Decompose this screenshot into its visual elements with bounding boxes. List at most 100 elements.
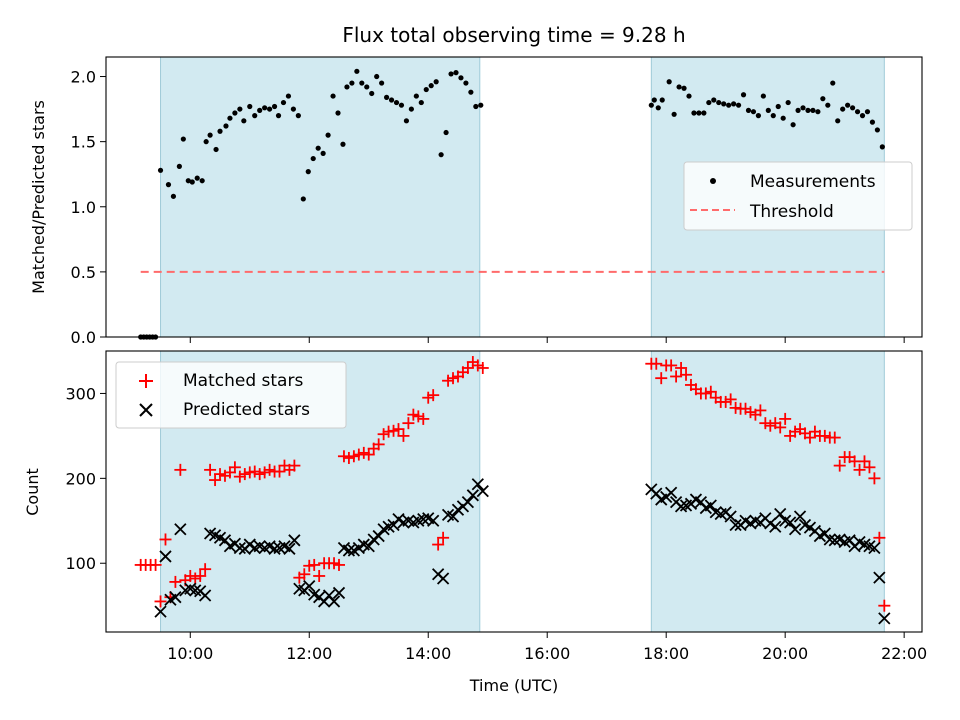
matched-star-point (174, 463, 187, 476)
measurement-point (666, 79, 672, 85)
measurement-point (232, 110, 238, 116)
bottom-panel: 100 200 300 10:00 12:00 14:00 16:00 18:00 20:00… (23, 350, 927, 695)
predicted-star-point (823, 533, 836, 546)
top-axes-frame (105, 56, 923, 338)
measurement-point (874, 127, 880, 133)
measurement-point (849, 105, 856, 111)
measurement-point (790, 122, 796, 128)
measurement-point (262, 105, 268, 111)
matched-star-point (461, 361, 474, 374)
measurement-point (199, 178, 205, 184)
measurement-point (393, 99, 400, 106)
matched-star-point (853, 463, 866, 476)
measurement-point (800, 105, 806, 111)
matched-star-point (764, 419, 777, 432)
top-panel: 0.00.51.01.52.0 Matched/Predicted stars … (29, 56, 923, 347)
predicted-star-point (878, 612, 891, 625)
measurement-point (815, 109, 821, 115)
predicted-star-point (199, 589, 212, 602)
predicted-star-point (169, 591, 182, 604)
measurement-point (189, 179, 195, 185)
legend-predicted-label: Predicted stars (183, 400, 310, 420)
top-y-ticks: 0.0 0.5 1.0 1.5 2.0 (71, 68, 106, 347)
x-tick-label: 18:00 (643, 644, 689, 663)
predicted-star-point (774, 507, 787, 521)
measurement-point (349, 80, 355, 86)
measurement-point (696, 110, 702, 116)
measurement-point (295, 113, 301, 119)
y-tick-label: 0.5 (71, 263, 96, 282)
top-legend: Measurements Threshold (683, 161, 913, 231)
measurement-point (473, 103, 479, 110)
bottom-legend: Matched stars Predicted stars (115, 361, 347, 429)
measurement-point (721, 101, 727, 107)
matched-star-point (828, 431, 841, 444)
measurement-point (290, 106, 296, 112)
matched-star-point (868, 472, 881, 485)
matched-star-point (387, 424, 400, 437)
predicted-star-point (724, 510, 737, 523)
matched-star-point (199, 563, 212, 576)
measurement-point (379, 80, 385, 86)
predicted-star-point (704, 499, 717, 512)
matched-star-point (223, 466, 236, 479)
matched-star-point (313, 569, 326, 582)
predicted-star-point (342, 544, 356, 557)
measurement-point (681, 85, 687, 91)
matched-star-point (263, 463, 276, 476)
measurement-point (659, 97, 665, 103)
matched-star-point (209, 474, 222, 487)
predicted-star-point (283, 542, 296, 555)
measurement-point (403, 118, 410, 124)
measurement-point (825, 102, 831, 108)
matched-star-point (308, 558, 321, 571)
matched-star-point (427, 389, 440, 402)
measurement-point (879, 144, 885, 150)
matched-star-point (437, 531, 450, 544)
measurement-point (706, 99, 712, 106)
matched-star-point (273, 465, 286, 478)
measurement-point (770, 113, 776, 119)
measurement-point (448, 71, 454, 77)
x-tick-label: 22:00 (881, 644, 927, 663)
measurement-point (275, 113, 282, 119)
predicted-star-point (471, 478, 484, 491)
measurement-point (383, 94, 390, 100)
y-tick-label: 1.5 (71, 133, 96, 152)
measurement-point (648, 102, 654, 108)
y-tick-label: 0.0 (71, 328, 96, 347)
measurement-point (320, 150, 326, 156)
measurement-point (845, 102, 851, 108)
legend-measurements-marker (710, 178, 716, 184)
matched-star-point (744, 406, 757, 419)
measurement-point (217, 128, 223, 134)
measurement-point (176, 163, 182, 169)
measurement-point (458, 75, 464, 81)
matched-star-point (154, 595, 167, 608)
measurement-point (433, 79, 439, 85)
matched-star-point (670, 370, 683, 383)
predicted-star-point (327, 595, 341, 608)
matched-star-point (288, 459, 301, 472)
matched-star-point (328, 557, 341, 570)
measurement-point (252, 113, 258, 119)
measurement-point (335, 110, 341, 116)
measurement-point (691, 110, 697, 116)
measurement-point (344, 84, 350, 90)
predicted-star-point (233, 541, 246, 555)
matched-star-point (650, 357, 663, 370)
measurement-point (194, 175, 200, 181)
matched-star-point (357, 446, 370, 459)
measurement-point (468, 89, 474, 95)
y-tick-label: 1.0 (71, 198, 96, 217)
bottom-matched-points (134, 356, 891, 612)
matched-star-point (159, 533, 172, 546)
matched-star-point (407, 408, 420, 421)
measurement-point (750, 109, 757, 115)
matched-star-point (447, 372, 460, 385)
measurement-point (755, 113, 762, 119)
x-tick-label: 20:00 (762, 644, 808, 663)
matched-star-point (655, 372, 668, 385)
matched-star-point (818, 429, 831, 442)
measurement-point (805, 107, 811, 113)
